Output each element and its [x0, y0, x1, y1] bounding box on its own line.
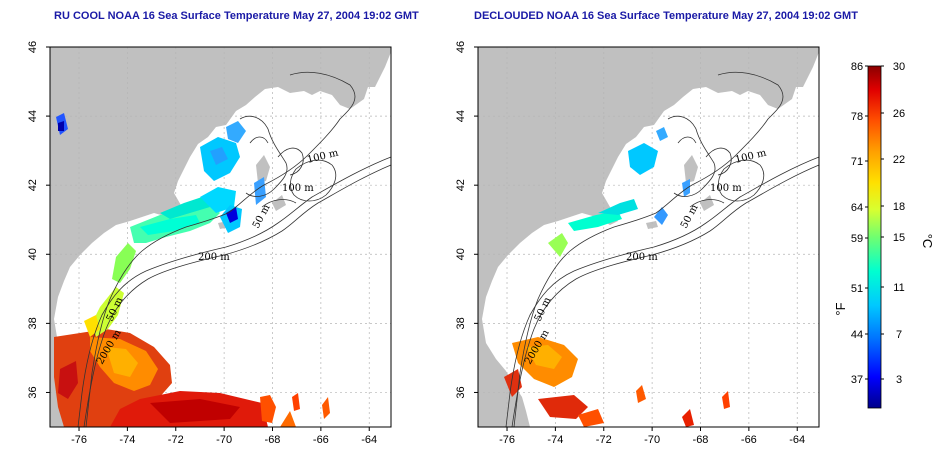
x-tick-label: -70	[216, 434, 232, 446]
left-contour-label-4: 200 m	[198, 252, 230, 263]
x-tick-label: -68	[693, 434, 709, 446]
right-sst-overlay	[504, 127, 730, 427]
colorbar-gradient	[867, 65, 882, 409]
celsius-tick-label: 3	[896, 374, 902, 386]
right-panel-title: DECLOUDED NOAA 16 Sea Surface Temperatur…	[474, 10, 858, 22]
y-tick-label: 42	[455, 179, 467, 191]
y-tick-label: 40	[27, 248, 39, 260]
left-plot-frame	[49, 46, 392, 428]
celsius-tick-label: 7	[896, 329, 902, 341]
right-contour-label-2: 100 m	[710, 183, 742, 194]
fahrenheit-tick-label: 59	[851, 233, 863, 245]
colorbar: 86 78 71 64 59 51 44 37 30 26 22 18 15 11 7 3 °F °C	[833, 61, 935, 409]
x-tick-label: -64	[361, 434, 377, 446]
fahrenheit-tick-label: 71	[851, 156, 863, 168]
fahrenheit-tick-label: 44	[851, 329, 863, 341]
left-panel-title: RU COOL NOAA 16 Sea Surface Temperature …	[54, 10, 419, 22]
right-grid	[478, 46, 819, 427]
y-tick-label: 46	[27, 41, 39, 53]
celsius-tick-label: 30	[893, 61, 905, 73]
celsius-tick-label: 18	[893, 201, 905, 213]
y-tick-label: 36	[455, 386, 467, 398]
x-tick-label: -64	[789, 434, 805, 446]
celsius-tick-label: 11	[893, 282, 904, 294]
fahrenheit-tick-label: 64	[851, 202, 863, 214]
x-tick-label: -66	[741, 434, 757, 446]
celsius-tick-label: 22	[893, 154, 905, 166]
right-axes: -76 -74 -72 -70 -68 -66 -64 36 38 40 42 44 46	[455, 41, 805, 446]
y-tick-label: 38	[27, 317, 39, 329]
left-axes: -76 -74 -72 -70 -68 -66 -64 36 38 40 42 44 46	[27, 41, 377, 446]
y-tick-label: 36	[27, 386, 39, 398]
y-tick-label: 40	[455, 248, 467, 260]
fahrenheit-tick-label: 86	[851, 61, 863, 73]
left-map-panel: 100 m 100 m 50 m 200 m 50 m 2000 m -76 -7…	[27, 41, 392, 446]
y-tick-label: 46	[455, 41, 467, 53]
y-tick-label: 44	[27, 110, 39, 122]
x-tick-label: -70	[644, 434, 660, 446]
x-tick-label: -74	[547, 434, 563, 446]
x-tick-label: -66	[313, 434, 329, 446]
y-tick-label: 38	[455, 317, 467, 329]
right-plot-frame	[477, 46, 820, 428]
right-map-panel: 100 m 100 m 50 m 200 m 50 m 2000 m -76 -7…	[455, 41, 820, 446]
x-tick-label: -68	[265, 434, 281, 446]
left-contour-label-2: 100 m	[282, 183, 314, 194]
celsius-unit-label: °C	[920, 234, 935, 249]
colorbar-ticks: 86 78 71 64 59 51 44 37 30 26 22 18 15 11 7 3	[851, 61, 905, 386]
y-tick-label: 42	[27, 179, 39, 191]
celsius-tick-label: 26	[893, 108, 905, 120]
fahrenheit-tick-label: 51	[851, 283, 863, 295]
x-tick-label: -72	[596, 434, 612, 446]
x-tick-label: -74	[119, 434, 135, 446]
fahrenheit-tick-label: 37	[851, 374, 863, 386]
y-tick-label: 44	[455, 110, 467, 122]
celsius-tick-label: 15	[893, 232, 905, 244]
fahrenheit-unit-label: °F	[833, 302, 848, 315]
x-tick-label: -72	[168, 434, 184, 446]
left-sst-overlay	[54, 113, 330, 427]
x-tick-label: -76	[499, 434, 515, 446]
fahrenheit-tick-label: 78	[851, 111, 863, 123]
right-contour-label-4: 200 m	[626, 252, 658, 263]
x-tick-label: -76	[71, 434, 87, 446]
